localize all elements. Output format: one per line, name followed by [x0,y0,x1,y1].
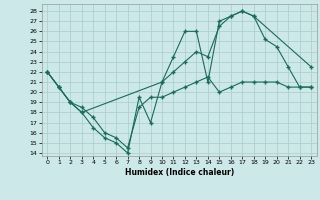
X-axis label: Humidex (Indice chaleur): Humidex (Indice chaleur) [124,168,234,177]
